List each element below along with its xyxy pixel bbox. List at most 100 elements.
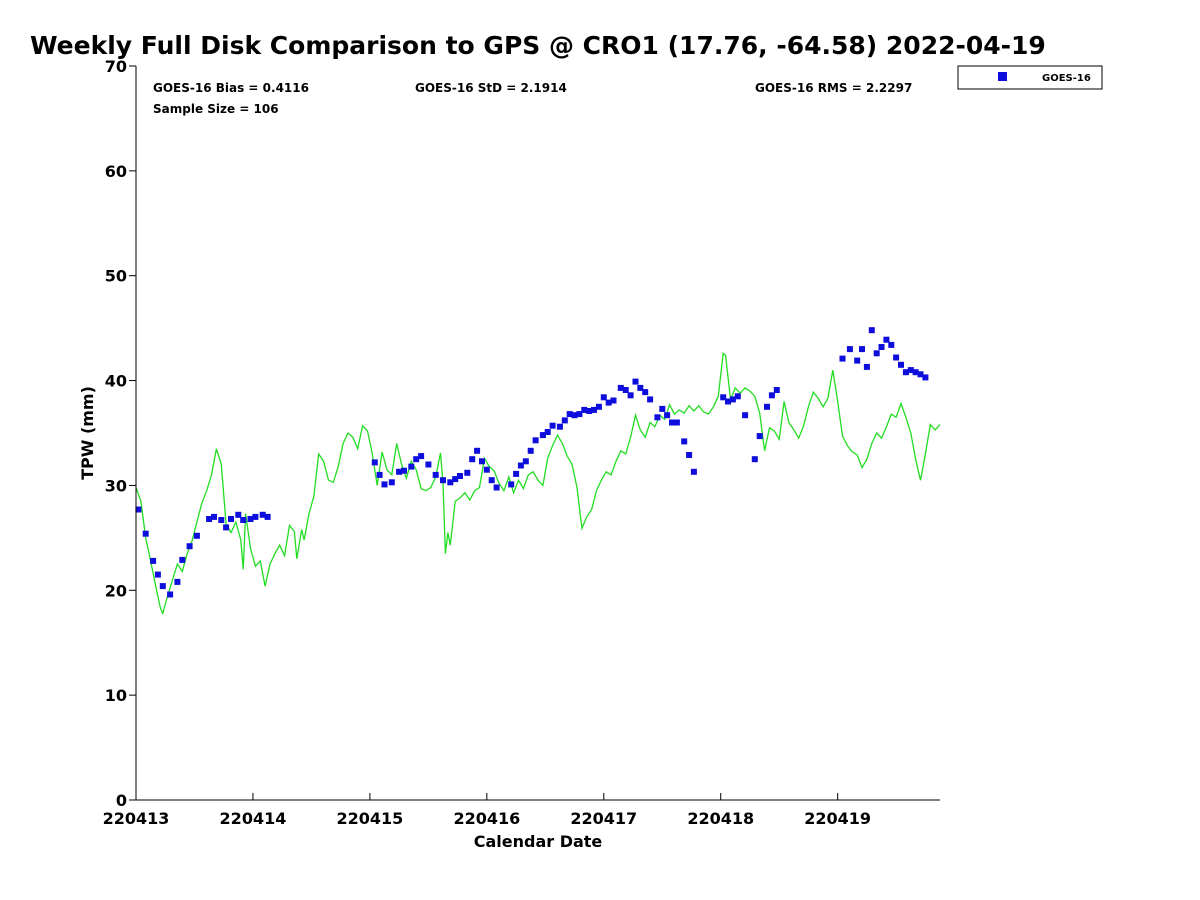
y-tick-label: 10 [105, 686, 127, 705]
goes16-data-point [206, 516, 213, 522]
sample-size-stat: Sample Size = 106 [153, 102, 279, 116]
goes16-data-point [522, 458, 529, 465]
goes16-data-point [223, 524, 230, 531]
goes16-data-point [600, 394, 607, 401]
goes16-data-point [401, 467, 407, 474]
goes16-data-point [154, 571, 161, 578]
goes16-data-point [756, 433, 763, 440]
goes16-data-point [773, 387, 780, 393]
goes16-data-point [846, 346, 853, 353]
goes16-data-point [868, 327, 875, 334]
bias-stat: GOES-16 Bias = 0.4116 [153, 81, 309, 95]
goes16-data-point [883, 336, 890, 343]
goes16-data-point [610, 397, 617, 404]
goes16-data-point [878, 344, 885, 350]
goes16-data-point [508, 481, 515, 488]
plot-area [135, 327, 941, 616]
std-stat: GOES-16 StD = 2.1914 [415, 81, 567, 95]
legend-marker-goes16 [998, 72, 1007, 81]
goes16-data-point [228, 516, 234, 522]
goes16-data-point [418, 453, 425, 460]
goes16-data-point [186, 543, 193, 550]
goes16-data-point [863, 363, 870, 370]
goes16-data-point [517, 462, 524, 469]
goes16-data-point [159, 583, 166, 590]
goes16-data-point [664, 412, 671, 419]
goes16-data-point [193, 532, 200, 539]
goes16-data-point [464, 469, 471, 476]
goes16-data-point [452, 476, 459, 483]
goes16-data-point [907, 367, 914, 374]
y-tick-label: 20 [105, 581, 127, 600]
goes16-data-point [371, 459, 378, 466]
goes16-data-point [888, 341, 895, 348]
x-tick-label: 220415 [336, 809, 403, 828]
goes16-data-point [142, 530, 149, 537]
goes16-data-point [432, 471, 439, 478]
goes16-data-point [440, 477, 446, 484]
goes16-data-point [912, 369, 919, 376]
goes16-data-point [725, 398, 731, 405]
legend: GOES-16 [957, 65, 1103, 90]
goes16-data-point [240, 517, 247, 523]
x-tick-label: 220417 [570, 809, 637, 828]
goes16-data-point [637, 384, 644, 391]
goes16-data-point [447, 479, 454, 486]
goes16-data-point [527, 447, 534, 454]
goes16-data-point [479, 458, 485, 465]
goes16-data-point [591, 406, 597, 413]
goes16-data-point [408, 463, 415, 470]
goes16-data-point [581, 406, 588, 413]
gps-series-line [135, 351, 941, 616]
goes16-data-point [544, 429, 551, 435]
goes16-data-point [179, 556, 186, 563]
goes16-data-point [218, 517, 225, 523]
goes16-data-point [617, 384, 624, 391]
goes16-data-point [396, 468, 403, 475]
goes16-data-point [174, 578, 181, 585]
goes16-data-point [734, 393, 741, 400]
goes16-data-point [917, 371, 924, 378]
goes16-data-point [556, 423, 563, 430]
goes16-data-point [388, 479, 395, 486]
goes16-data-point [669, 419, 675, 426]
goes16-data-point [167, 591, 174, 598]
goes16-data-point [647, 396, 654, 403]
goes16-data-point [539, 432, 546, 439]
x-axis-ticks: 220413 220414 220415 220416 220417 220418 2204… [103, 793, 871, 828]
goes16-data-point [457, 473, 463, 479]
y-tick-label: 50 [105, 267, 127, 286]
legend-label-goes16: GOES-16 [1042, 73, 1091, 84]
goes16-data-point [902, 369, 909, 376]
goes16-data-point [561, 417, 568, 424]
goes16-data-point [839, 355, 846, 362]
goes16-data-point [576, 411, 583, 418]
goes16-data-point [595, 403, 602, 410]
goes16-data-point [764, 403, 770, 410]
goes16-data-point [513, 470, 520, 477]
goes16-data-point [235, 511, 242, 518]
goes16-data-point [922, 374, 929, 381]
x-tick-label: 220416 [453, 809, 520, 828]
goes16-data-point [768, 392, 775, 399]
goes16-data-point [622, 387, 629, 393]
y-axis-ticks: 0 10 20 30 40 50 60 70 [105, 57, 136, 810]
y-axis-label: TPW (mm) [78, 386, 97, 480]
goes16-data-point [627, 392, 634, 399]
chart-title: Weekly Full Disk Comparison to GPS @ CRO… [30, 31, 1046, 60]
goes16-data-point [566, 411, 573, 418]
goes16-data-point [729, 396, 736, 403]
goes16-data-point [654, 414, 661, 421]
goes16-data-point [742, 412, 749, 419]
goes16-data-point [681, 438, 688, 445]
goes16-data-point [474, 447, 481, 454]
goes16-data-point [532, 437, 539, 444]
x-axis-label: Calendar Date [474, 832, 603, 851]
goes16-data-point [549, 422, 556, 429]
goes16-data-point [893, 354, 900, 361]
goes16-data-point [259, 511, 266, 518]
goes16-data-point [483, 466, 490, 473]
goes16-data-point [264, 513, 271, 520]
goes16-data-point [632, 378, 639, 385]
